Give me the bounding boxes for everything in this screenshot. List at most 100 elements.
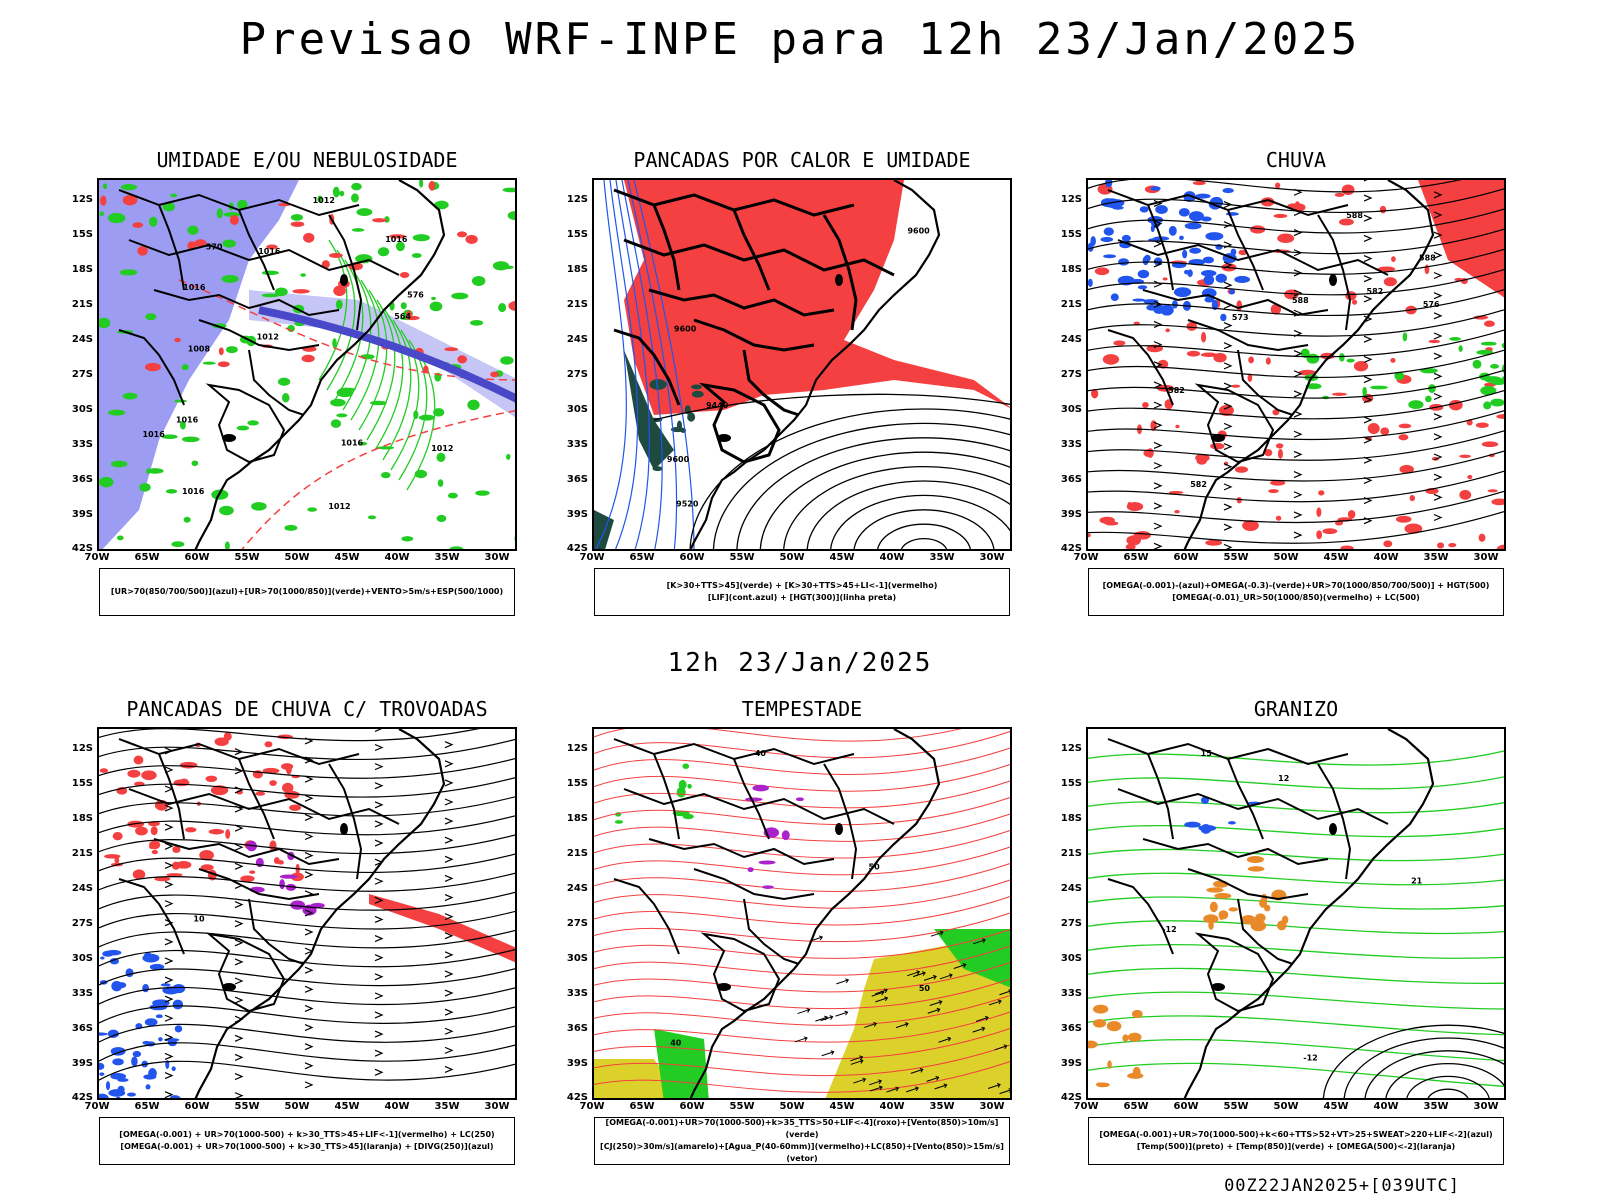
humidity-green — [429, 301, 443, 312]
flow-arrow — [234, 1034, 244, 1042]
wind-vector — [939, 973, 953, 980]
legend-line: [Temp(500)](preto) + [Temp(850)](verde) … — [1136, 1142, 1456, 1151]
thickness-red — [290, 221, 305, 227]
storm-red — [282, 782, 294, 793]
rain-blue — [1132, 298, 1146, 302]
streamline — [1088, 180, 1463, 193]
rain-red — [1133, 321, 1140, 325]
rain-blue — [1195, 193, 1211, 199]
longitude-tick: 55W — [1223, 1101, 1249, 1112]
humidity-green — [108, 409, 126, 416]
flow-arrow — [164, 976, 174, 984]
longitude-tick: 40W — [1373, 552, 1399, 563]
rain-red — [1270, 304, 1282, 315]
border-line — [693, 318, 815, 352]
flow-arrow — [234, 824, 244, 832]
hail-blue — [1200, 824, 1212, 834]
humidity-green — [339, 190, 345, 197]
rain-green — [1480, 341, 1497, 346]
flow-arrow — [234, 1072, 244, 1081]
longitude-tick: 50W — [779, 1101, 805, 1112]
humidity-green — [395, 241, 405, 252]
omega-orange — [1203, 914, 1219, 924]
border-line — [1227, 209, 1264, 291]
rain-red — [1218, 405, 1234, 417]
streamline — [99, 815, 515, 836]
humidity-green — [514, 535, 515, 542]
thickness-red — [132, 222, 144, 228]
border-line — [1117, 788, 1389, 825]
streamline — [594, 730, 1010, 759]
temp850-contour — [1088, 776, 1504, 790]
wind-vector — [821, 1050, 835, 1057]
flow-arrow — [1153, 502, 1163, 510]
rain-red — [1275, 182, 1281, 189]
wind-green — [614, 820, 624, 824]
rain-blue — [1188, 211, 1204, 222]
rain-red — [1236, 300, 1243, 312]
humidity-green — [274, 287, 288, 297]
humidity-contour — [366, 299, 396, 441]
humidity-green — [332, 186, 340, 198]
rain-red — [1418, 180, 1504, 298]
rain-blue — [1150, 186, 1161, 191]
panel-legend: [OMEGA(-0.001)+UR>70(1000-500)+k<60+TTS>… — [1088, 1117, 1504, 1165]
temp500-contour — [1406, 1075, 1490, 1098]
humidity-green — [470, 319, 484, 326]
legend-line: [OMEGA(-0.01)_UR>50(1000/850)(vermelho) … — [1172, 593, 1420, 602]
contour-label: 40 — [755, 749, 767, 758]
wind-green — [682, 763, 690, 769]
border-line — [613, 878, 680, 955]
rain-green — [1490, 364, 1500, 369]
flow-arrow — [164, 995, 174, 1003]
thickness-red — [457, 355, 467, 364]
rain-red — [1491, 498, 1504, 506]
thickness-red — [399, 272, 410, 278]
streamline — [99, 757, 515, 779]
flow-arrow — [164, 957, 174, 965]
contour-label: 10 — [193, 915, 205, 924]
divergence-blue — [99, 1032, 108, 1036]
flow-arrow — [444, 989, 454, 997]
rain-red — [1168, 490, 1184, 494]
divergence-blue — [171, 1066, 176, 1072]
omega-orange — [1219, 915, 1224, 921]
rain-red — [1383, 277, 1397, 287]
rain-red — [1231, 384, 1241, 388]
flow-arrow — [1433, 372, 1443, 380]
humidity-green — [351, 228, 365, 232]
flow-arrow — [164, 1052, 174, 1061]
humidity-green — [149, 216, 158, 227]
flow-arrow — [1433, 211, 1443, 219]
flow-arrow — [1293, 329, 1303, 337]
rain-blue — [1118, 258, 1130, 266]
humidity-green — [492, 261, 509, 271]
thickness-red — [428, 180, 436, 191]
rain-red — [1094, 267, 1110, 276]
rain-blue — [1204, 297, 1215, 303]
flow-arrow — [304, 871, 314, 879]
omega-orange — [1255, 913, 1266, 923]
humidity-green — [506, 453, 511, 460]
streamline — [1088, 248, 1504, 275]
flow-arrow — [304, 966, 314, 974]
humidity-green — [502, 187, 515, 193]
rain-red — [1248, 356, 1254, 364]
coastline — [1183, 729, 1435, 1098]
lif-contour — [621, 180, 663, 549]
height-contour — [806, 480, 1010, 549]
temp850-contour — [1088, 967, 1504, 984]
flow-arrow — [1433, 191, 1443, 199]
rain-red — [1334, 192, 1345, 197]
rain-red — [1298, 369, 1317, 376]
rain-red — [1273, 213, 1288, 219]
run-timestamp: 00Z22JAN2025+[039UTC] — [1224, 1176, 1460, 1196]
border-line — [205, 383, 286, 464]
reservoir — [835, 823, 843, 835]
rain-red — [1277, 233, 1295, 244]
flow-arrow — [304, 756, 314, 764]
wind-vector — [836, 978, 850, 985]
rain-red — [1390, 357, 1396, 363]
storm-red — [172, 846, 181, 854]
streamline — [1088, 329, 1504, 358]
